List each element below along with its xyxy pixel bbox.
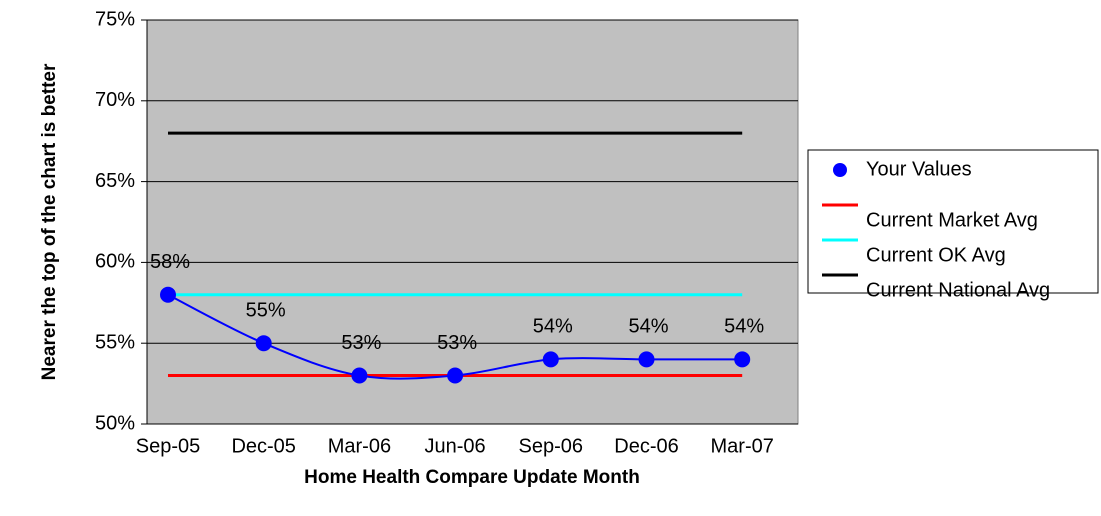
point xyxy=(255,335,272,352)
legend-label: Current National Avg xyxy=(866,279,1050,301)
data-label: 54% xyxy=(724,316,764,338)
x-tick-label: Dec-06 xyxy=(614,435,678,457)
point xyxy=(351,367,368,384)
x-tick-label: Dec-05 xyxy=(231,435,295,457)
x-tick-label: Mar-07 xyxy=(711,435,774,457)
legend-label: Current Market Avg xyxy=(866,209,1038,231)
x-axis-title: Home Health Compare Update Month xyxy=(304,467,640,488)
point xyxy=(638,351,655,368)
data-label: 58% xyxy=(150,251,190,273)
data-label: 54% xyxy=(628,316,668,338)
x-tick-label: Sep-06 xyxy=(519,435,584,457)
y-tick-label: 60% xyxy=(95,251,135,273)
y-tick-label: 75% xyxy=(95,8,135,30)
point xyxy=(542,351,559,368)
point xyxy=(447,367,464,384)
x-tick-label: Mar-06 xyxy=(328,435,391,457)
data-label: 53% xyxy=(437,332,477,354)
data-label: 53% xyxy=(341,332,381,354)
legend-label: Current OK Avg xyxy=(866,244,1006,266)
point xyxy=(734,351,751,368)
legend-label: Your Values xyxy=(866,158,972,180)
point xyxy=(160,286,176,303)
data-label: 54% xyxy=(533,316,573,338)
plot-area xyxy=(146,19,799,425)
y-tick-label: 70% xyxy=(95,89,135,111)
y-axis-title: Nearer the top of the chart is better xyxy=(39,63,60,381)
x-tick-label: Jun-06 xyxy=(425,435,486,457)
y-tick-label: 55% xyxy=(95,331,135,353)
legend-marker xyxy=(833,163,847,177)
y-tick-label: 50% xyxy=(95,412,135,434)
legend xyxy=(807,149,1099,294)
x-tick-label: Sep-05 xyxy=(136,435,201,457)
data-label: 55% xyxy=(246,299,286,321)
y-tick-label: 65% xyxy=(95,170,135,192)
